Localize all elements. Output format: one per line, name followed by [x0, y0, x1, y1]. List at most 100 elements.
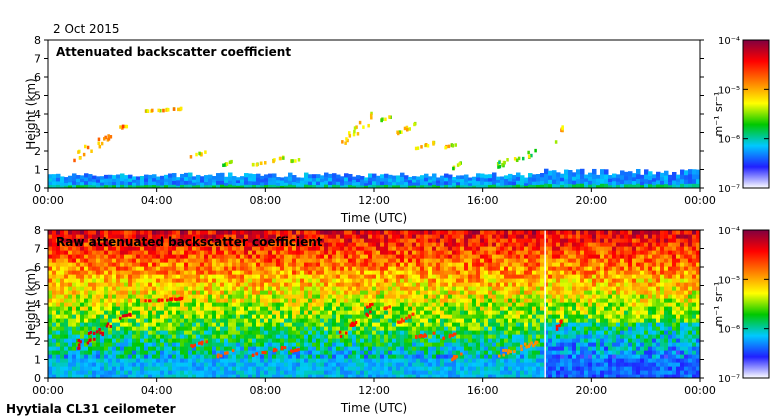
heatmap-cell: [172, 346, 177, 351]
heatmap-cell: [180, 354, 185, 359]
heatmap-cell: [260, 286, 265, 291]
heatmap-cell: [292, 278, 297, 283]
heatmap-cell: [228, 306, 233, 311]
heatmap-cell: [488, 286, 493, 291]
heatmap-cell: [376, 318, 381, 323]
heatmap-cell: [316, 230, 321, 235]
heatmap-cell: [252, 266, 257, 271]
heatmap-cell: [228, 278, 233, 283]
heatmap-cell: [384, 366, 389, 371]
cloud-mark: [97, 141, 100, 146]
heatmap-cell: [64, 177, 69, 181]
heatmap-cell: [396, 254, 401, 259]
heatmap-cell: [564, 183, 569, 188]
heatmap-cell: [328, 362, 333, 367]
heatmap-cell: [256, 258, 261, 263]
heatmap-cell: [224, 238, 229, 243]
heatmap-cell: [308, 366, 313, 371]
heatmap-cell: [160, 354, 165, 359]
heatmap-cell: [152, 282, 157, 287]
heatmap-cell: [340, 230, 345, 235]
heatmap-cell: [400, 234, 405, 239]
heatmap-cell: [180, 262, 185, 267]
heatmap-cell: [312, 370, 317, 375]
heatmap-cell: [436, 318, 441, 323]
heatmap-cell: [120, 266, 125, 271]
heatmap-cell: [164, 250, 169, 255]
heatmap-cell: [408, 342, 413, 347]
cloud-mark: [396, 131, 400, 136]
heatmap-cell: [196, 266, 201, 271]
heatmap-cell: [464, 230, 469, 235]
heatmap-cell: [380, 290, 385, 295]
heatmap-cell: [232, 286, 237, 291]
heatmap-cell: [116, 370, 121, 375]
heatmap-cell: [144, 234, 149, 239]
heatmap-cell: [196, 350, 201, 355]
heatmap-cell: [140, 322, 145, 327]
heatmap-cell: [380, 366, 385, 371]
heatmap-cell: [108, 310, 113, 315]
heatmap-cell: [88, 282, 93, 287]
heatmap-cell: [448, 338, 453, 343]
heatmap-cell: [108, 298, 113, 303]
heatmap-cell: [588, 176, 593, 181]
heatmap-cell: [216, 334, 221, 339]
heatmap-cell: [384, 322, 389, 327]
heatmap-cell: [392, 250, 397, 255]
heatmap-cell: [196, 290, 201, 295]
heatmap-cell: [56, 274, 61, 279]
heatmap-cell: [336, 326, 341, 331]
heatmap-cell: [236, 362, 241, 367]
heatmap-cell: [208, 338, 213, 343]
heatmap-cell: [100, 370, 105, 375]
heatmap-cell: [144, 262, 149, 267]
heatmap-cell: [476, 322, 481, 327]
heatmap-cell: [52, 362, 57, 367]
heatmap-cell: [132, 270, 137, 275]
heatmap-cell: [168, 242, 173, 247]
heatmap-cell: [88, 286, 93, 291]
heatmap-cell: [168, 180, 173, 185]
heatmap-cell: [472, 366, 477, 371]
heatmap-cell: [400, 370, 405, 375]
heatmap-cell: [288, 172, 293, 177]
heatmap-cell: [600, 183, 605, 188]
heatmap-cell: [476, 180, 481, 185]
heatmap-cell: [184, 266, 189, 271]
heatmap-cell: [408, 294, 413, 299]
heatmap-cell: [348, 266, 353, 271]
heatmap-cell: [232, 358, 237, 363]
heatmap-cell: [236, 258, 241, 263]
heatmap-cell: [176, 290, 181, 295]
heatmap-cell: [104, 322, 109, 327]
heatmap-cell: [392, 322, 397, 327]
heatmap-cell: [252, 242, 257, 247]
heatmap-cell: [688, 178, 693, 184]
heatmap-cell: [72, 290, 77, 295]
heatmap-cell: [476, 318, 481, 323]
heatmap-cell: [228, 246, 233, 251]
heatmap-cell: [80, 282, 85, 287]
heatmap-cell: [400, 254, 405, 259]
heatmap-cell: [256, 250, 261, 255]
heatmap-cell: [324, 370, 329, 375]
heatmap-cell: [484, 354, 489, 359]
heatmap-cell: [476, 242, 481, 247]
heatmap-cell: [136, 322, 141, 327]
heatmap-cell: [476, 330, 481, 335]
heatmap-cell: [68, 270, 73, 275]
heatmap-cell: [88, 290, 93, 295]
heatmap-cell: [208, 358, 213, 363]
heatmap-cell: [416, 266, 421, 271]
heatmap-cell: [60, 330, 65, 335]
heatmap-cell: [48, 250, 53, 255]
heatmap-cell: [56, 298, 61, 303]
heatmap-cell: [104, 250, 109, 255]
heatmap-cell: [240, 314, 245, 319]
heatmap-cell: [412, 334, 417, 339]
heatmap-cell: [448, 234, 453, 239]
heatmap-cell: [364, 266, 369, 271]
heatmap-cell: [340, 179, 345, 183]
heatmap-cell: [136, 176, 141, 180]
